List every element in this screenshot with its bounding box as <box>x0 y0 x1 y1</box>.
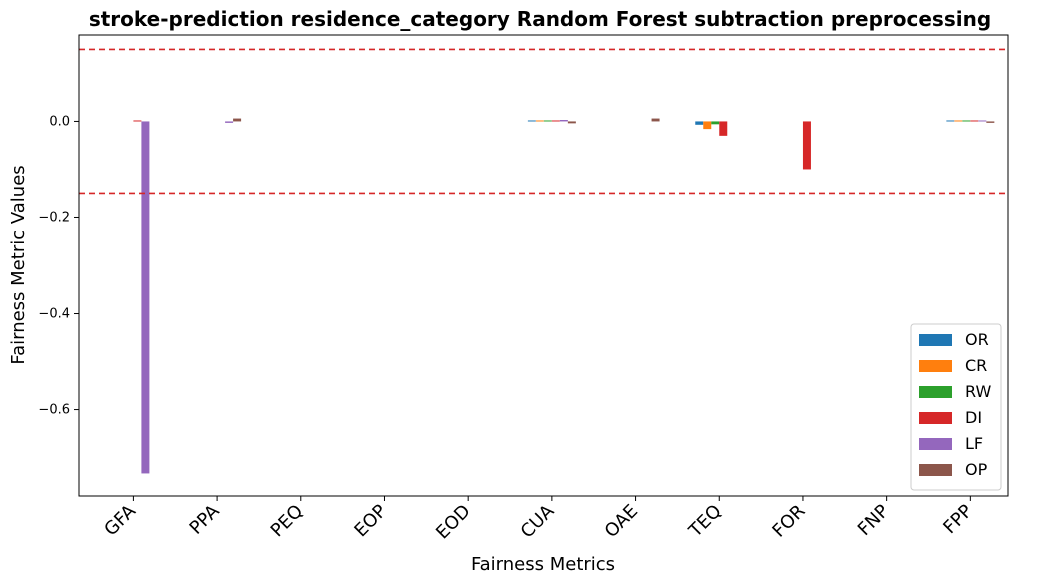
bar <box>559 120 568 122</box>
bar <box>719 121 728 136</box>
legend-label: DI <box>965 408 982 427</box>
x-tick-label: EOP <box>350 501 391 542</box>
bar <box>954 120 963 122</box>
bar <box>978 120 987 122</box>
axes-frame <box>78 34 1009 497</box>
legend-label: CR <box>965 356 987 375</box>
y-tick-label: −0.2 <box>38 210 70 225</box>
x-tick-label: FPP <box>939 501 977 539</box>
legend-swatch <box>919 386 952 398</box>
legend-swatch <box>919 360 952 372</box>
x-tick-label: GFA <box>100 500 140 540</box>
legend-label: OP <box>965 460 988 479</box>
y-axis-label: Fairness Metric Values <box>8 165 29 364</box>
bar <box>946 120 955 122</box>
x-tick-label: FNP <box>854 501 893 540</box>
bar <box>543 120 552 122</box>
x-tick-label: PEQ <box>267 501 308 542</box>
bar <box>535 120 544 122</box>
y-tick-label: 0.0 <box>49 114 70 129</box>
y-tick-label: −0.4 <box>38 307 70 322</box>
x-tick-label: CUA <box>517 500 559 542</box>
y-axis: 0.0 −0.2 −0.4 −0.6 <box>38 114 79 418</box>
bar <box>527 120 536 122</box>
y-tick-label: −0.6 <box>38 403 70 418</box>
legend-swatch <box>919 412 952 424</box>
bar <box>133 120 142 122</box>
legend-swatch <box>919 438 952 450</box>
bar <box>233 118 242 122</box>
x-tick-label: FOR <box>768 501 809 542</box>
legend-swatch <box>919 464 952 476</box>
plot-area <box>78 34 1009 497</box>
bar <box>225 121 234 123</box>
x-tick-label: EOD <box>432 501 475 544</box>
x-tick-label: PPA <box>186 500 225 539</box>
legend-label: LF <box>965 434 983 453</box>
bar <box>970 120 979 122</box>
legend-label: RW <box>965 382 991 401</box>
bar <box>567 121 576 124</box>
x-axis-label: Fairness Metrics <box>471 554 615 575</box>
chart-title: stroke-prediction residence_category Ran… <box>89 7 991 31</box>
bar <box>651 118 660 122</box>
x-tick-label: OAE <box>601 501 642 542</box>
bar <box>141 121 150 474</box>
bar <box>695 121 704 125</box>
legend-label: OR <box>965 330 989 349</box>
bar <box>551 120 560 122</box>
bar <box>711 121 720 125</box>
legend-swatch <box>919 334 952 346</box>
bar <box>802 121 811 170</box>
x-tick-label: TEQ <box>684 501 725 542</box>
x-axis: GFA PPA PEQ EOP EOD CUA OAE TEQ FOR FNP FPP <box>100 496 977 543</box>
bar <box>986 121 995 123</box>
legend: OR CR RW DI LF OP <box>910 323 1002 491</box>
bar <box>703 121 712 130</box>
bar <box>962 120 971 122</box>
